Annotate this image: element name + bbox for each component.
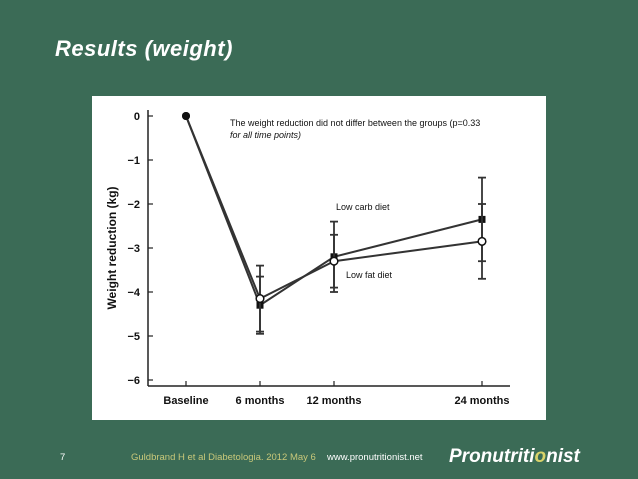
pronutritionist-logo: Pronutritionist: [449, 446, 580, 468]
website-link[interactable]: www.pronutritionist.net: [327, 452, 423, 463]
data-point-low-fat: [255, 294, 265, 304]
y-tick-label: −4: [127, 287, 140, 299]
y-tick-label: −5: [127, 331, 140, 343]
logo-part2: nist: [546, 446, 580, 467]
y-tick-label: 0: [134, 111, 140, 123]
y-tick-label: −3: [127, 243, 140, 255]
y-tick-label: −1: [127, 155, 140, 167]
annotation-line-2: for all time points): [230, 130, 301, 140]
annotation-line-1: The weight reduction did not differ betw…: [230, 118, 480, 128]
y-tick-label: −6: [127, 375, 140, 387]
y-tick-label: −2: [127, 199, 140, 211]
series-line-low-fat: [185, 115, 483, 300]
weight-chart: 0 −1 −2 −3 −4 −5 −6 Baseline 6 months 12 months 24…: [105, 110, 510, 407]
series-label-low-fat: Low fat diet: [346, 270, 393, 280]
chart-panel: 0 −1 −2 −3 −4 −5 −6 Baseline 6 months 12 months 24…: [92, 96, 546, 420]
y-axis-label: Weight reduction (kg): [105, 186, 119, 309]
citation-text[interactable]: Guldbrand H et al Diabetologia. 2012 May…: [131, 452, 316, 463]
x-tick-label: 6 months: [236, 395, 285, 407]
data-point-low-fat: [477, 236, 487, 246]
slide-title: Results (weight): [55, 36, 233, 61]
data-point-low-fat: [329, 256, 339, 266]
slide-number: 7: [60, 452, 66, 463]
logo-part1: Pronutriti: [449, 446, 535, 467]
series-label-low-carb: Low carb diet: [336, 202, 390, 212]
x-tick-label: Baseline: [163, 395, 208, 407]
logo-accent: o: [534, 446, 547, 467]
x-tick-label: 24 months: [454, 395, 509, 407]
data-point-baseline: [182, 112, 190, 120]
x-tick-label: 12 months: [306, 395, 361, 407]
